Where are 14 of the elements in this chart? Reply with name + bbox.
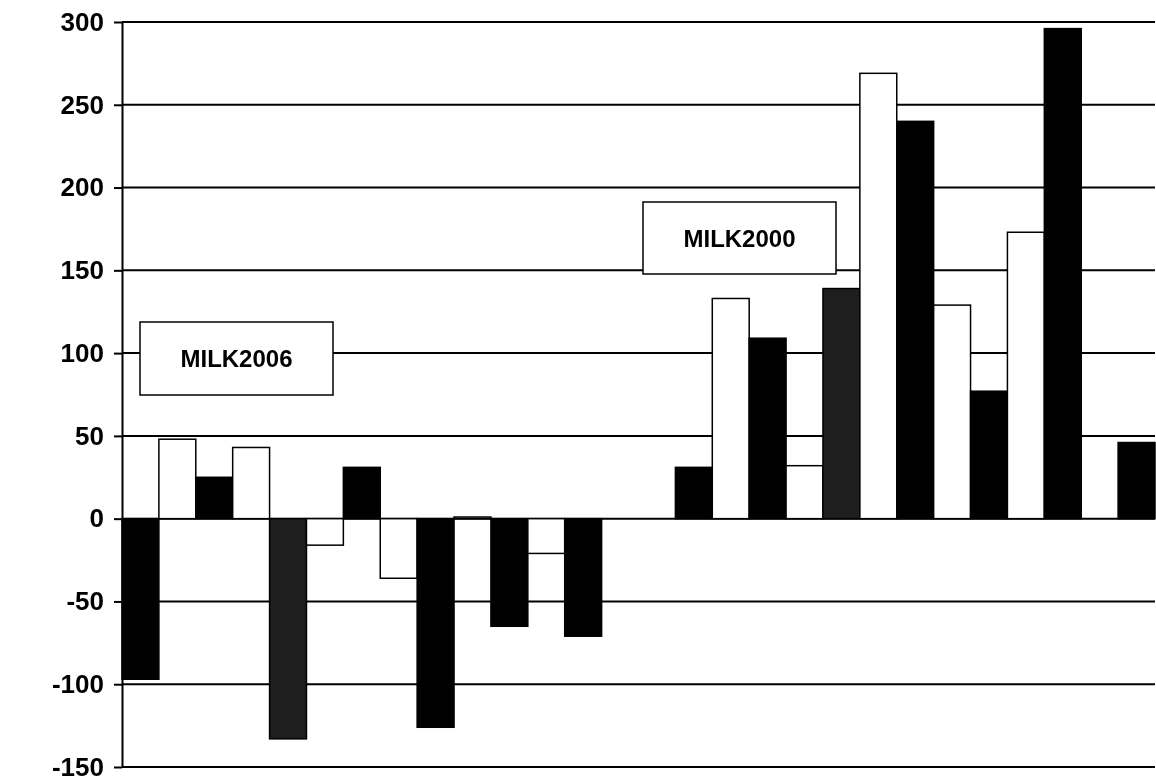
y-tick-label: 300: [60, 6, 104, 37]
annotation: MILK2006: [180, 345, 293, 372]
y-tick-label: 0: [89, 503, 104, 534]
y-tick-label: 50: [75, 420, 104, 451]
y-tick-label: 150: [60, 255, 104, 286]
label-box: MILK2006: [139, 321, 334, 396]
annotation: MILK2000: [683, 224, 796, 252]
label-box: MILK2000: [642, 201, 837, 275]
y-tick-label: -50: [66, 586, 104, 617]
y-tick-label: 200: [60, 172, 104, 203]
y-tick-label: -150: [51, 751, 104, 782]
y-tick-label: 250: [60, 89, 104, 120]
y-tick-label: 100: [60, 337, 104, 368]
y-tick-label: -100: [51, 669, 104, 700]
